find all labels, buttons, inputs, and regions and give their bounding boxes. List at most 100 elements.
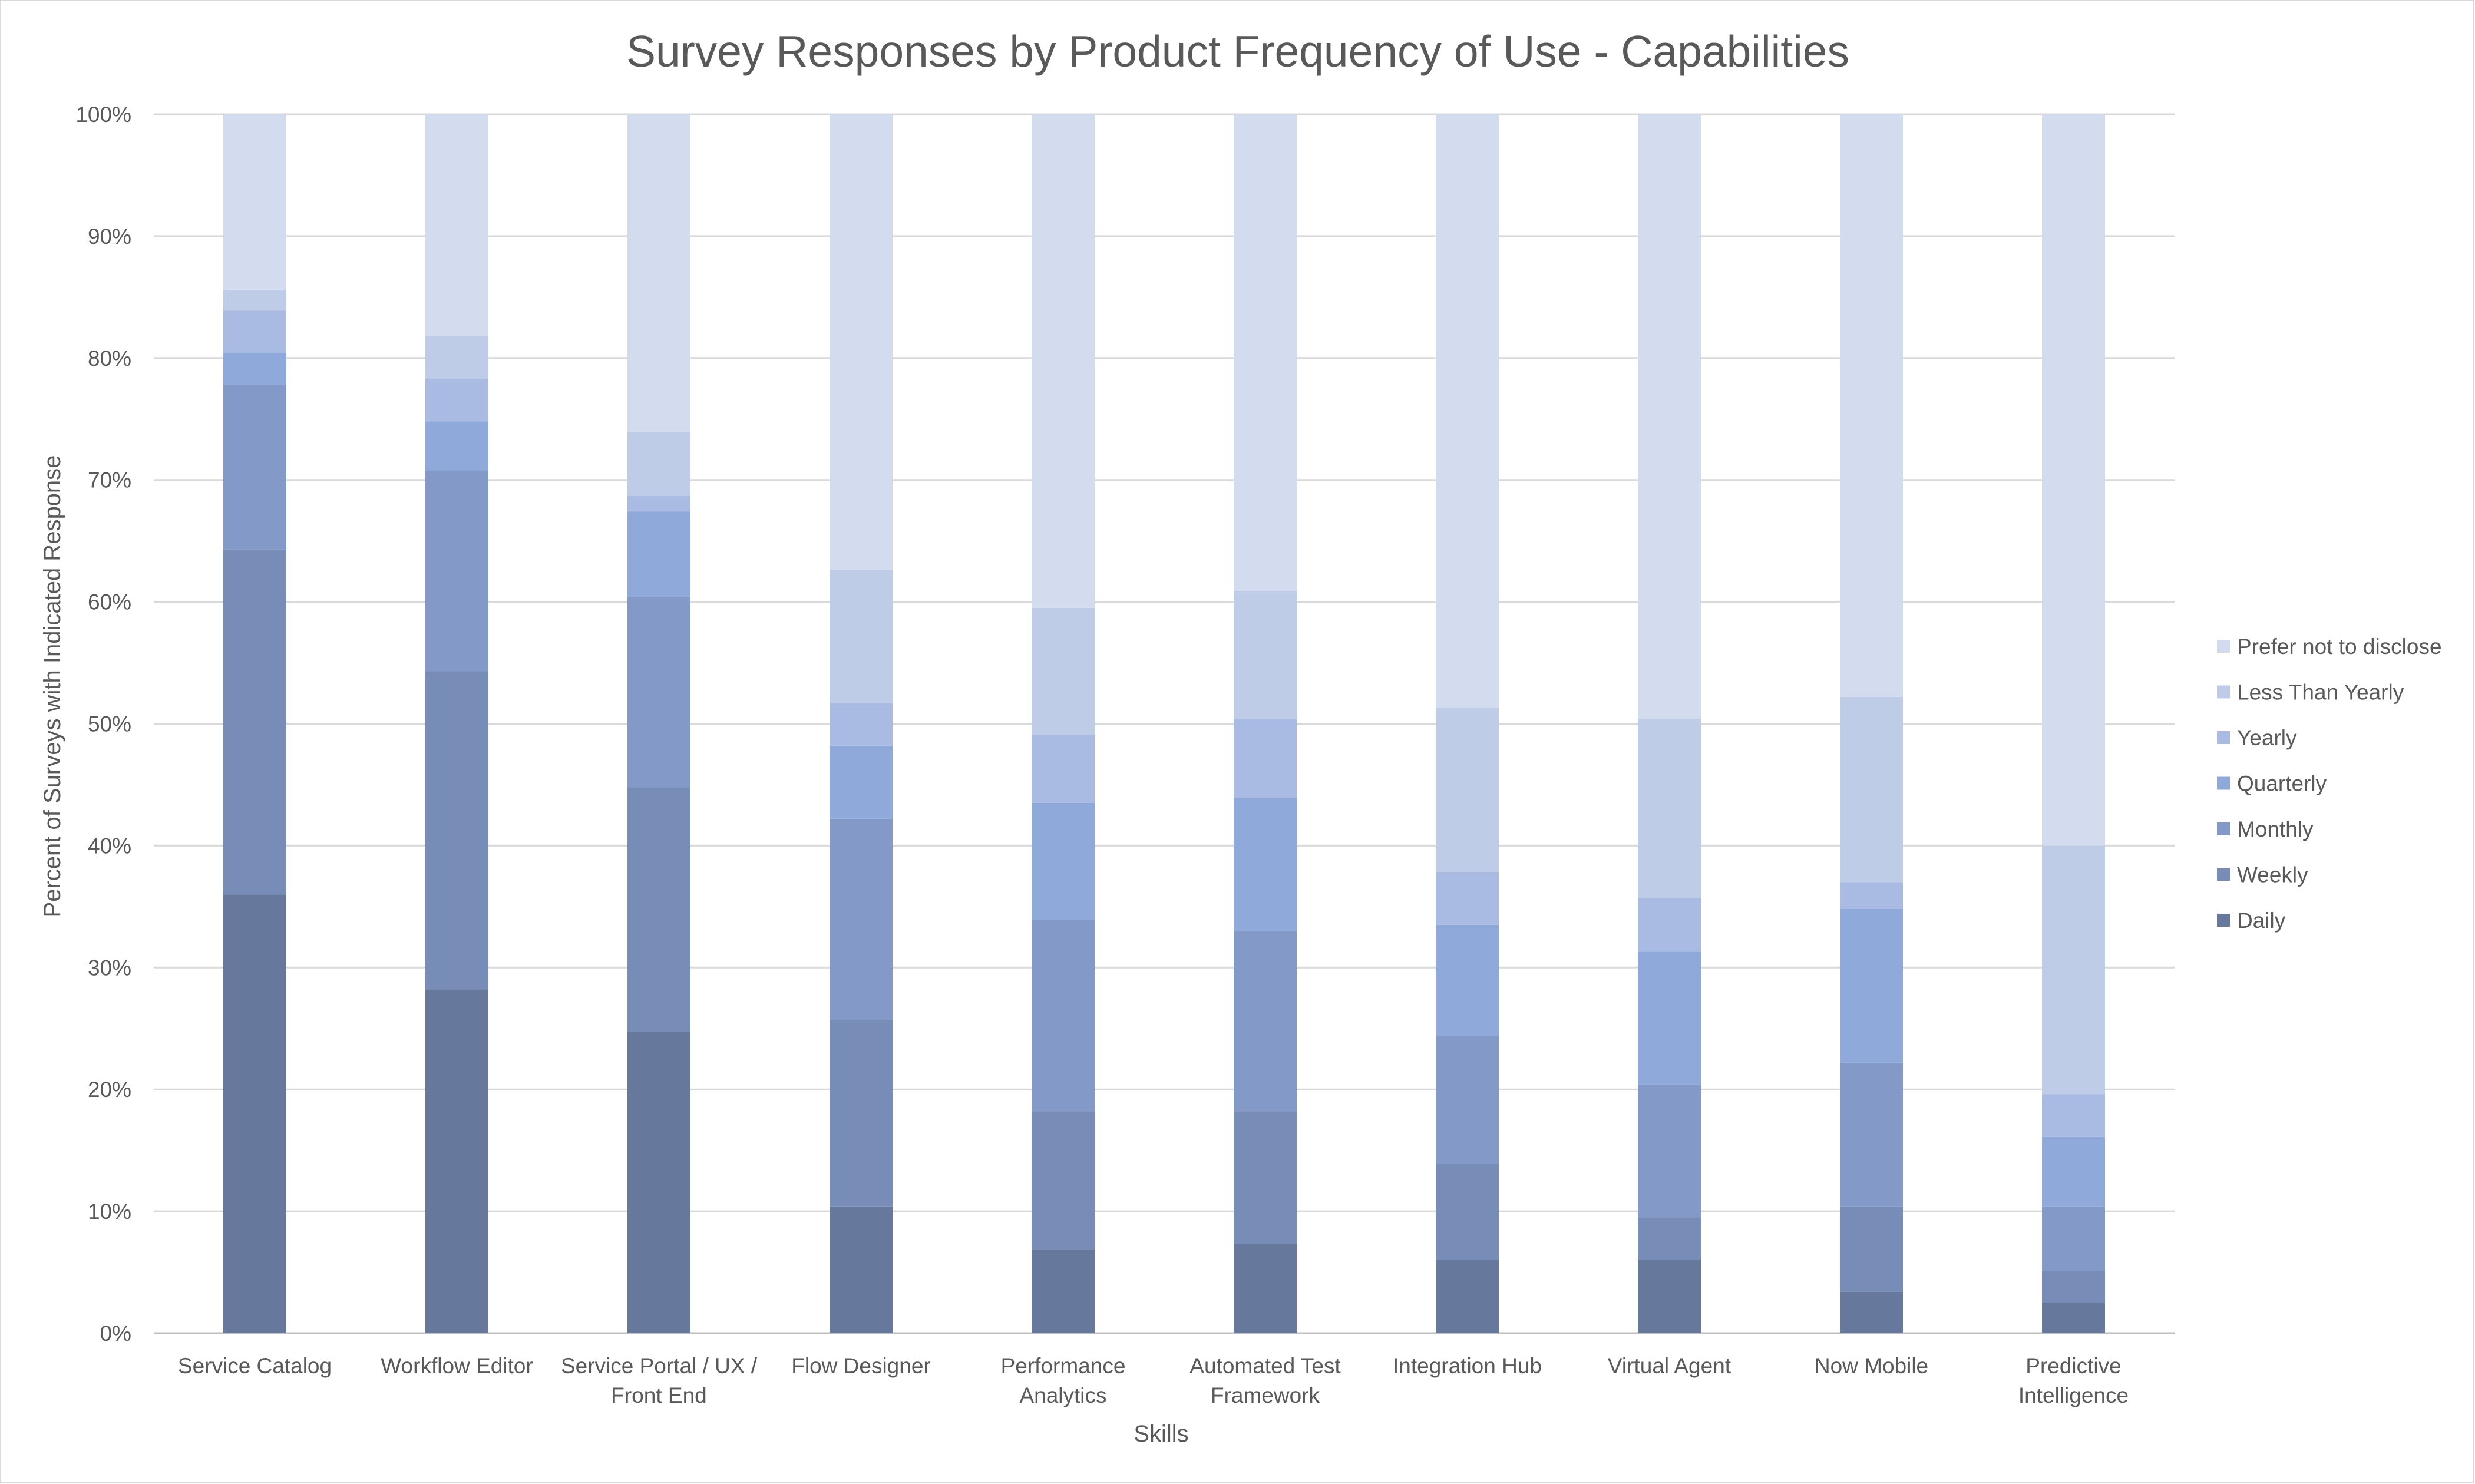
- bar-segment-less-than-yearly: [627, 432, 690, 496]
- x-tick-label: Service Portal / UX / Front End: [561, 1354, 758, 1407]
- x-tick-label: Performance Analytics: [1001, 1354, 1126, 1407]
- bar-segment-yearly: [1840, 882, 1903, 909]
- bar-segment-quarterly: [627, 511, 690, 597]
- bar-segment-daily: [830, 1206, 893, 1333]
- bar-segment-quarterly: [1234, 798, 1297, 931]
- bar-segment-daily: [1840, 1291, 1903, 1333]
- bar-segment-monthly: [1436, 1036, 1499, 1164]
- legend-item: Weekly: [2217, 863, 2308, 887]
- x-tick-label: Predictive Intelligence: [2018, 1354, 2129, 1407]
- bar-segment-monthly: [830, 818, 893, 1020]
- bar-segment-less-than-yearly: [425, 336, 488, 379]
- bar-segment-prefer-not-to-disclose: [1234, 114, 1297, 591]
- bar-segment-monthly: [425, 470, 488, 672]
- bar-segment-daily: [627, 1032, 690, 1333]
- legend-swatch: [2217, 685, 2230, 699]
- x-tick-labels: Service Catalog Workflow Editor Service Po…: [178, 1354, 2129, 1407]
- legend-item: Monthly: [2217, 817, 2314, 841]
- bar-segment-prefer-not-to-disclose: [1840, 114, 1903, 697]
- bar-segment-quarterly: [2042, 1136, 2105, 1207]
- legend-swatch: [2217, 868, 2230, 881]
- bar-segment-yearly: [627, 495, 690, 512]
- legend-swatch: [2217, 731, 2230, 744]
- bar-segment-yearly: [2042, 1094, 2105, 1137]
- x-tick-label: Automated Test Framework: [1189, 1354, 1341, 1407]
- bar-segment-less-than-yearly: [830, 570, 893, 703]
- bar-segment-weekly: [627, 787, 690, 1032]
- legend-label: Weekly: [2237, 863, 2308, 887]
- bar-segment-monthly: [2042, 1206, 2105, 1271]
- bar-segment-quarterly: [830, 745, 893, 819]
- legend-item: Quarterly: [2217, 772, 2327, 796]
- legend-label: Less Than Yearly: [2237, 680, 2404, 705]
- bar-segment-prefer-not-to-disclose: [830, 114, 893, 570]
- bar-segment-quarterly: [1638, 951, 1701, 1085]
- bar-segment-quarterly: [1840, 908, 1903, 1063]
- legend: Prefer not to disclose Less Than Yearly Ye…: [2217, 634, 2442, 933]
- y-tick-label: 90%: [88, 224, 131, 249]
- bar-segment-monthly: [1032, 920, 1095, 1112]
- bar-segment-less-than-yearly: [1234, 590, 1297, 719]
- chart-title: Survey Responses by Product Frequency of…: [626, 27, 1849, 76]
- legend-item: Less Than Yearly: [2217, 680, 2404, 705]
- legend-swatch: [2217, 776, 2230, 790]
- bar-segment-monthly: [1234, 931, 1297, 1112]
- bar-segment-daily: [223, 894, 286, 1333]
- legend-item: Yearly: [2217, 726, 2297, 750]
- bar-segment-daily: [1638, 1260, 1701, 1333]
- bar-segment-prefer-not-to-disclose: [2042, 114, 2105, 846]
- legend-swatch: [2217, 822, 2230, 835]
- bar-segment-less-than-yearly: [223, 289, 286, 311]
- y-tick-labels: 0% 10% 20% 30% 40% 50% 60% 70% 80% 90% 100%: [75, 103, 131, 1346]
- y-tick-label: 30%: [88, 956, 131, 980]
- bar-segment-weekly: [1436, 1164, 1499, 1260]
- bar-segment-quarterly: [223, 353, 286, 385]
- bar-segment-yearly: [1234, 719, 1297, 798]
- bar-segment-weekly: [2042, 1271, 2105, 1303]
- bar-segment-yearly: [1032, 735, 1095, 803]
- bar-segment-prefer-not-to-disclose: [425, 114, 488, 336]
- bars: [223, 114, 2105, 1333]
- bar-segment-daily: [1032, 1249, 1095, 1333]
- bar-segment-weekly: [1638, 1217, 1701, 1260]
- bar-segment-daily: [2042, 1303, 2105, 1333]
- legend-label: Monthly: [2237, 817, 2314, 841]
- bar-segment-less-than-yearly: [1032, 607, 1095, 735]
- bar-segment-daily: [1436, 1260, 1499, 1333]
- bar-segment-weekly: [1032, 1111, 1095, 1250]
- bar-segment-quarterly: [425, 421, 488, 471]
- bar-segment-prefer-not-to-disclose: [223, 114, 286, 290]
- y-tick-label: 60%: [88, 590, 131, 614]
- bar-segment-daily: [425, 989, 488, 1333]
- bar-segment-weekly: [425, 671, 488, 990]
- y-tick-label: 40%: [88, 834, 131, 858]
- y-tick-label: 80%: [88, 346, 131, 371]
- y-tick-label: 70%: [88, 468, 131, 493]
- y-tick-label: 10%: [88, 1199, 131, 1224]
- bar-segment-yearly: [830, 703, 893, 746]
- bar-segment-monthly: [627, 597, 690, 788]
- bar-segment-yearly: [425, 378, 488, 422]
- legend-label: Prefer not to disclose: [2237, 634, 2442, 659]
- bar-segment-weekly: [1234, 1111, 1297, 1244]
- bar-segment-yearly: [1638, 898, 1701, 952]
- legend-item: Daily: [2217, 908, 2286, 933]
- x-axis-label: Skills: [1134, 1421, 1188, 1447]
- legend-label: Quarterly: [2237, 772, 2327, 796]
- bar-segment-prefer-not-to-disclose: [627, 114, 690, 433]
- x-tick-label: Virtual Agent: [1608, 1354, 1731, 1378]
- bar-segment-weekly: [1840, 1206, 1903, 1292]
- bar-segment-monthly: [223, 385, 286, 550]
- bar-segment-prefer-not-to-disclose: [1032, 114, 1095, 608]
- legend-swatch: [2217, 640, 2230, 653]
- bar-segment-yearly: [223, 310, 286, 353]
- y-tick-label: 50%: [88, 712, 131, 736]
- bar-segment-less-than-yearly: [1840, 696, 1903, 883]
- bar-segment-weekly: [830, 1020, 893, 1207]
- y-tick-label: 20%: [88, 1078, 131, 1102]
- bar-segment-less-than-yearly: [2042, 845, 2105, 1095]
- x-tick-label: Flow Designer: [791, 1354, 930, 1378]
- x-tick-label: Service Catalog: [178, 1354, 332, 1378]
- legend-item: Prefer not to disclose: [2217, 634, 2442, 659]
